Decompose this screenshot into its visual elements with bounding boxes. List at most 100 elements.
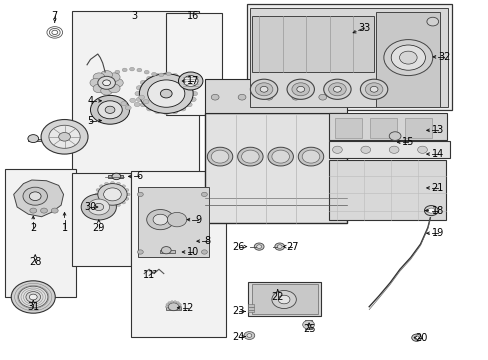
Circle shape [112, 105, 118, 109]
Bar [375, 12, 439, 107]
Circle shape [186, 80, 192, 85]
Circle shape [94, 203, 103, 211]
Text: 11: 11 [142, 270, 155, 280]
Text: 26: 26 [232, 242, 244, 252]
Circle shape [241, 150, 259, 163]
Circle shape [211, 94, 219, 100]
Circle shape [139, 95, 144, 99]
Text: 28: 28 [29, 257, 41, 267]
Circle shape [137, 192, 143, 197]
Bar [28, 139, 41, 141]
Circle shape [159, 73, 163, 77]
Circle shape [98, 76, 115, 89]
Circle shape [190, 97, 196, 102]
Bar [251, 284, 317, 314]
Circle shape [125, 189, 129, 192]
Bar [131, 171, 226, 337]
Text: 8: 8 [204, 236, 210, 246]
Circle shape [125, 197, 129, 200]
Circle shape [163, 110, 169, 114]
Circle shape [139, 74, 193, 113]
Circle shape [108, 73, 120, 81]
Circle shape [201, 192, 207, 197]
Circle shape [172, 73, 178, 78]
Circle shape [173, 301, 176, 303]
Text: 19: 19 [430, 228, 443, 238]
Circle shape [19, 286, 48, 308]
Circle shape [146, 107, 152, 111]
Circle shape [93, 84, 104, 93]
Circle shape [137, 250, 143, 254]
Circle shape [125, 105, 131, 110]
Circle shape [291, 94, 299, 100]
Circle shape [101, 86, 112, 95]
Circle shape [172, 109, 178, 114]
Text: 17: 17 [186, 76, 199, 86]
Circle shape [190, 86, 196, 90]
Circle shape [360, 79, 387, 99]
Circle shape [318, 94, 326, 100]
Text: 20: 20 [414, 333, 427, 343]
Circle shape [161, 94, 166, 99]
Circle shape [156, 90, 162, 94]
Text: 27: 27 [285, 242, 298, 252]
Circle shape [90, 95, 129, 124]
Circle shape [121, 102, 126, 106]
Text: 10: 10 [186, 247, 199, 257]
Text: 30: 30 [84, 202, 97, 212]
Circle shape [167, 302, 170, 304]
Circle shape [399, 51, 416, 64]
Text: 32: 32 [437, 52, 449, 62]
Circle shape [388, 146, 398, 153]
Circle shape [108, 84, 120, 93]
Circle shape [427, 208, 434, 213]
Circle shape [93, 73, 104, 81]
Text: 24: 24 [232, 332, 244, 342]
Circle shape [298, 147, 323, 166]
Circle shape [102, 80, 110, 86]
Circle shape [424, 206, 437, 216]
Text: 9: 9 [195, 215, 201, 225]
Circle shape [167, 212, 186, 227]
Circle shape [129, 98, 135, 103]
Text: 22: 22 [271, 292, 284, 302]
Bar [248, 310, 254, 312]
Circle shape [277, 245, 282, 248]
Circle shape [153, 214, 167, 225]
Bar [72, 173, 131, 266]
Text: 1: 1 [61, 222, 67, 233]
Circle shape [238, 94, 245, 100]
Circle shape [166, 72, 171, 76]
Circle shape [255, 83, 272, 96]
Bar [205, 113, 346, 223]
Circle shape [136, 97, 142, 102]
Circle shape [126, 193, 130, 196]
Circle shape [151, 72, 156, 76]
Circle shape [426, 17, 438, 26]
Circle shape [417, 146, 427, 153]
Circle shape [183, 76, 198, 86]
Text: 31: 31 [27, 302, 40, 312]
Circle shape [41, 120, 88, 154]
Polygon shape [14, 180, 63, 217]
Circle shape [122, 68, 127, 72]
Text: 12: 12 [182, 303, 194, 313]
Circle shape [137, 68, 142, 72]
Circle shape [110, 204, 114, 207]
Circle shape [168, 303, 179, 311]
Text: 29: 29 [92, 222, 105, 233]
Bar [251, 16, 373, 72]
Circle shape [211, 150, 228, 163]
Bar [334, 118, 361, 138]
Circle shape [101, 71, 112, 79]
Bar [248, 304, 254, 307]
Circle shape [98, 101, 122, 119]
Circle shape [30, 208, 37, 213]
Circle shape [116, 182, 120, 185]
Circle shape [99, 201, 103, 204]
Circle shape [286, 79, 314, 99]
Circle shape [244, 332, 254, 339]
Text: 14: 14 [430, 149, 443, 159]
Circle shape [246, 334, 251, 337]
Text: 33: 33 [357, 23, 370, 33]
